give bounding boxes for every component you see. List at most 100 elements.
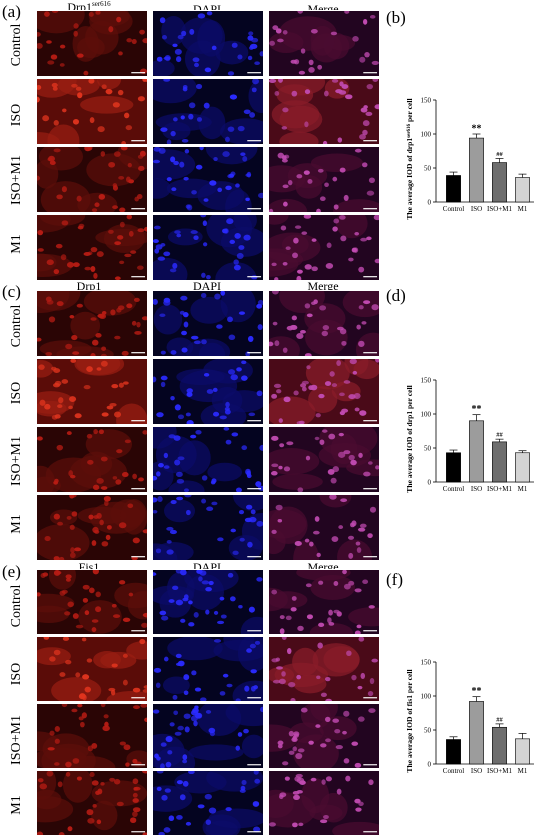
micrograph-blue-e-1	[152, 636, 264, 702]
bar-iso-m1	[492, 162, 507, 203]
micrograph-merge-c-0	[268, 290, 380, 357]
x-tick-label: M1	[518, 485, 528, 493]
micrograph-red-c-1	[36, 358, 148, 425]
scale-bar	[131, 488, 146, 490]
panel-label-c: (c)	[2, 282, 21, 301]
y-axis-label: The average IOD of fis1 per cell	[405, 669, 414, 772]
row-label-iso-m1-a: ISO+M1	[9, 155, 24, 205]
micrograph-merge-c-1	[268, 358, 380, 425]
micrograph-merge-e-3	[268, 770, 380, 836]
bar-m1	[515, 738, 530, 765]
row-label-iso-c: ISO	[9, 381, 24, 405]
scale-bar	[131, 764, 146, 766]
x-tick-label: Control	[443, 767, 464, 775]
chart-svg: 0 50 100 150 Control ** ISO ## ISO+M1 M1 The avera…	[405, 376, 534, 493]
scale-bar	[247, 352, 262, 354]
micrograph-red-c-0	[36, 290, 148, 357]
micrograph-blue-a-3	[152, 214, 264, 281]
col-header-dapi-c: DAPI	[192, 279, 221, 293]
y-tick-label: 150	[421, 96, 432, 104]
row-label-control-c: Control	[9, 304, 24, 348]
scale-bar	[363, 140, 378, 142]
scale-bar	[363, 556, 378, 558]
panel-label-d: (d)	[386, 286, 406, 305]
y-tick-label: 50	[424, 726, 432, 734]
chart-svg: 0 50 100 150 Control ** ISO ## ISO+M1 M1 The avera…	[405, 658, 534, 775]
y-tick-label: 50	[424, 444, 432, 452]
scale-bar	[363, 208, 378, 210]
bar-m1	[515, 452, 530, 483]
bar-control	[446, 175, 461, 203]
micrograph-red-a-3	[36, 214, 148, 281]
scale-bar	[247, 276, 262, 278]
micrograph-merge-a-3	[268, 214, 380, 281]
micrograph-red-e-1	[36, 636, 148, 702]
bar-chart-d: 0 50 100 150 Control ** ISO ## ISO+M1 M1 The avera…	[392, 340, 542, 540]
scale-bar	[247, 488, 262, 490]
panel-label-e: (e)	[2, 562, 21, 581]
y-tick-label: 0	[428, 478, 432, 486]
bar-control	[446, 739, 461, 765]
scale-bar	[247, 140, 262, 142]
micrograph-merge-e-0	[268, 569, 380, 635]
micrograph-red-e-0	[36, 569, 148, 635]
x-tick-label: ISO+M1	[487, 205, 512, 213]
y-tick-label: 0	[428, 760, 432, 768]
micrograph-blue-e-0	[152, 569, 264, 635]
significance-label: ##	[496, 432, 503, 439]
scale-bar	[363, 764, 378, 766]
micrograph-blue-a-1	[152, 78, 264, 145]
row-label-iso-m1-c: ISO+M1	[9, 436, 24, 486]
chart-svg: 0 50 100 150 Control ** ISO ## ISO+M1 M1 The avera…	[405, 96, 534, 220]
col-header-drp1: Drp1	[76, 279, 102, 293]
micrograph-merge-a-2	[268, 146, 380, 213]
row-label-iso-a: ISO	[9, 103, 24, 127]
scale-bar	[131, 630, 146, 632]
micrograph-blue-a-0	[152, 10, 264, 77]
micrograph-merge-c-3	[268, 494, 380, 561]
micrograph-red-e-2	[36, 703, 148, 769]
x-tick-label: ISO+M1	[487, 485, 512, 493]
scale-bar	[131, 140, 146, 142]
scale-bar	[363, 72, 378, 74]
scale-bar	[363, 276, 378, 278]
x-tick-label: ISO+M1	[487, 767, 512, 775]
scale-bar	[247, 72, 262, 74]
micrograph-red-a-1	[36, 78, 148, 145]
y-tick-label: 150	[421, 376, 432, 384]
scale-bar	[131, 72, 146, 74]
micrograph-merge-a-1	[268, 78, 380, 145]
y-tick-label: 150	[421, 658, 432, 666]
micrograph-red-e-3	[36, 770, 148, 836]
row-label-m1-a: M1	[9, 234, 24, 254]
scale-bar	[363, 630, 378, 632]
bar-chart-f: 0 50 100 150 Control ** ISO ## ISO+M1 M1 The avera…	[392, 622, 542, 822]
scale-bar	[131, 276, 146, 278]
x-tick-label: M1	[518, 767, 528, 775]
scale-bar	[131, 352, 146, 354]
micrograph-blue-e-3	[152, 770, 264, 836]
scale-bar	[363, 420, 378, 422]
row-label-iso-m1-e: ISO+M1	[9, 715, 24, 765]
x-tick-label: ISO	[471, 485, 482, 493]
x-tick-label: M1	[518, 205, 528, 213]
micrograph-red-a-2	[36, 146, 148, 213]
y-tick-label: 100	[421, 692, 432, 700]
scale-bar	[363, 488, 378, 490]
scale-bar	[131, 697, 146, 699]
scale-bar	[247, 831, 262, 833]
row-label-iso-e: ISO	[9, 662, 24, 686]
micrograph-blue-c-0	[152, 290, 264, 357]
y-tick-label: 100	[421, 410, 432, 418]
micrograph-merge-e-2	[268, 703, 380, 769]
bar-iso	[469, 137, 484, 203]
y-axis-label: The average IOD of drp1ser616 per cell	[405, 98, 414, 219]
row-label-m1-e: M1	[9, 795, 24, 815]
x-tick-label: Control	[443, 205, 464, 213]
scale-bar	[131, 420, 146, 422]
significance-label: **	[472, 686, 482, 697]
y-tick-label: 50	[424, 164, 432, 172]
panel-label-b: (b)	[386, 8, 406, 27]
row-label-m1-c: M1	[9, 514, 24, 534]
col-header-merge-c: Merge	[307, 279, 339, 293]
